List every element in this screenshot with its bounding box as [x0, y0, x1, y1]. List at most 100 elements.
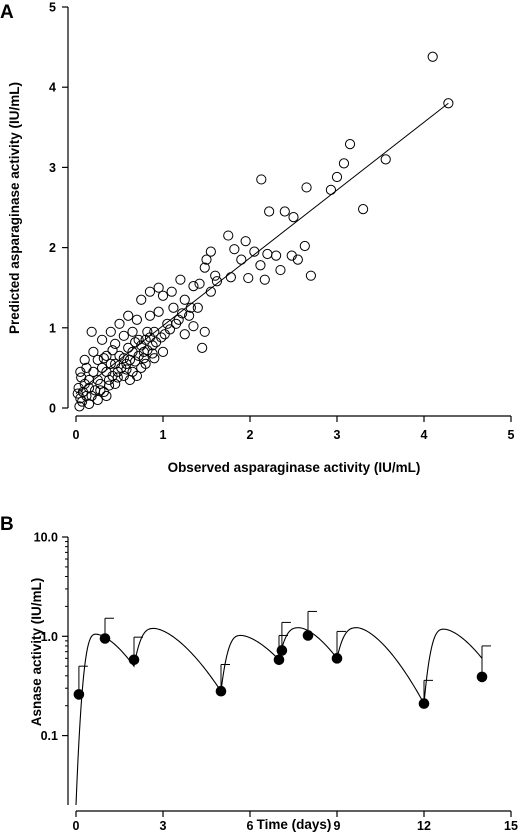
scatter-point	[138, 353, 149, 364]
scatter-point	[105, 358, 116, 369]
scatter-point	[75, 366, 86, 378]
data-point	[128, 654, 140, 666]
scatter-point	[112, 372, 123, 383]
y-axis-title: Asnase activity (IU/mL)	[29, 578, 44, 727]
scatter-point	[131, 314, 142, 325]
y-tick-label: 0	[49, 402, 56, 416]
scatter-point	[101, 390, 112, 402]
scatter-point	[211, 276, 223, 287]
scatter-point	[121, 364, 132, 375]
scatter-point	[299, 240, 310, 252]
scatter-point	[95, 385, 106, 396]
scatter-point	[98, 353, 109, 364]
scatter-point	[153, 282, 164, 293]
scatter-point	[197, 342, 208, 353]
x-tick-label: 12	[417, 819, 431, 833]
data-point	[418, 698, 430, 709]
regression-line	[75, 102, 449, 394]
x-axis-ticks: 0 3 6 9 12 15	[73, 811, 518, 833]
x-tick-label: 3	[334, 428, 341, 442]
scatter-point	[118, 353, 129, 364]
y-tick-label: 1.0	[41, 630, 58, 644]
scatter-point	[130, 356, 141, 367]
scatter-point	[86, 390, 97, 402]
scatter-point	[301, 182, 312, 193]
scatter-point	[79, 354, 90, 365]
scatter-point	[325, 184, 337, 195]
x-tick-label: 0	[73, 819, 80, 833]
scatter-point	[225, 272, 236, 283]
scatter-point	[288, 212, 299, 223]
scatter-point	[97, 334, 108, 345]
scatter-point	[236, 254, 247, 265]
y-axis-ticks: 0 1 2 3 4 5	[49, 1, 68, 416]
scatter-point	[259, 274, 270, 285]
scatter-point	[229, 244, 240, 255]
scatter-point	[103, 380, 115, 391]
scatter-point	[344, 139, 356, 150]
x-tick-label: 9	[334, 819, 341, 833]
scatter-point	[210, 270, 221, 281]
scatter-point	[74, 401, 85, 412]
scatter-point	[427, 51, 438, 62]
scatter-point	[358, 204, 369, 215]
data-point	[276, 645, 288, 656]
scatter-point	[275, 264, 286, 276]
scatter-point	[123, 310, 134, 321]
scatter-point	[107, 345, 118, 356]
panel-b-letter: B	[0, 514, 14, 535]
scatter-point	[110, 338, 121, 349]
scatter-point	[118, 330, 129, 341]
scatter-point	[136, 294, 147, 305]
scatter-point	[271, 250, 282, 261]
scatter-point	[153, 306, 164, 317]
scatter-point	[188, 321, 199, 332]
x-tick-label: 4	[421, 428, 428, 442]
scatter-point	[156, 332, 167, 343]
y-tick-label: 4	[49, 81, 56, 95]
x-axis-title: Observed asparaginase activity (IU/mL)	[168, 460, 421, 475]
x-tick-label: 6	[247, 819, 254, 833]
scatter-point	[205, 246, 216, 257]
scatter-point	[168, 302, 179, 313]
x-tick-label: 5	[508, 428, 515, 442]
scatter-point	[92, 354, 103, 365]
scatter-point	[144, 332, 156, 343]
scatter-point	[240, 236, 251, 247]
scatter-point	[338, 158, 350, 169]
scatter-point	[264, 206, 275, 217]
scatter-points	[72, 51, 454, 412]
data-point	[331, 653, 343, 664]
scatter-point	[101, 350, 112, 361]
scatter-point	[243, 272, 254, 284]
scatter-point	[144, 286, 156, 297]
x-axis-ticks: 0 1 2 3 4 5	[73, 416, 515, 442]
scatter-point	[380, 154, 391, 165]
scatter-point	[279, 206, 290, 217]
panel-b-timecourse: B 0 3 6 9 12 15 0.1 1.0 10.0 Time (days) Asnase…	[0, 514, 518, 833]
y-tick-label: 10.0	[34, 531, 58, 545]
scatter-point	[179, 329, 190, 340]
panel-a-scatter: A 0 1 2 3 4 5 0 1 2 3 4 5 Observed asparaginase ac…	[0, 1, 515, 476]
scatter-point	[147, 340, 158, 351]
x-tick-label: 0	[73, 428, 80, 442]
scatter-point	[127, 346, 138, 357]
scatter-point	[173, 314, 184, 325]
scatter-point	[255, 260, 266, 271]
scatter-point	[149, 353, 160, 364]
scatter-point	[305, 270, 316, 281]
scatter-point	[179, 294, 190, 305]
scatter-point	[124, 354, 136, 365]
y-axis-title: Predicted asparaginase activity (IU/mL)	[7, 82, 22, 334]
y-tick-label: 1	[49, 321, 56, 335]
scatter-point	[83, 398, 95, 410]
scatter-point	[105, 326, 116, 337]
scatter-point	[157, 290, 169, 301]
scatter-point	[199, 326, 210, 337]
scatter-point	[192, 302, 203, 313]
scatter-point	[140, 358, 151, 369]
scatter-point	[201, 254, 212, 265]
scatter-point	[76, 372, 87, 383]
scatter-point	[162, 318, 173, 329]
